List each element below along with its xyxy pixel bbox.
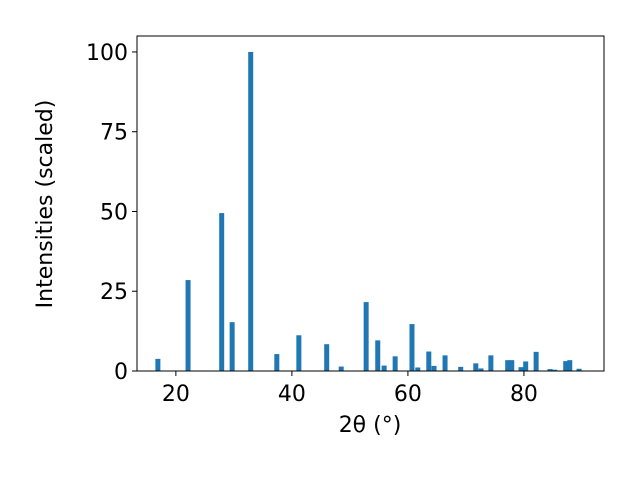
x-tick-label: 40 [278, 382, 306, 407]
bar [505, 360, 511, 371]
bar [523, 361, 529, 371]
bar [363, 302, 369, 371]
bar [547, 369, 553, 371]
y-tick-label: 0 [114, 360, 128, 385]
bar [324, 344, 330, 371]
bar [415, 367, 421, 371]
y-tick-label: 25 [100, 280, 128, 305]
bar [563, 361, 569, 371]
bar [409, 324, 415, 371]
bar [431, 365, 437, 371]
bar [338, 366, 344, 371]
y-axis-label: Intensities (scaled) [33, 100, 58, 309]
bar [478, 368, 484, 371]
x-tick-label: 80 [510, 382, 538, 407]
bar [155, 358, 161, 371]
bar [533, 351, 539, 371]
bar [552, 369, 558, 371]
x-tick-label: 20 [162, 382, 190, 407]
y-tick-label: 50 [100, 200, 128, 225]
bar [248, 51, 254, 371]
bar [509, 360, 515, 371]
bar [219, 213, 225, 371]
bar [375, 340, 381, 371]
bar [488, 355, 494, 371]
x-axis-label: 2θ (°) [339, 413, 402, 438]
y-tick-label: 100 [86, 41, 128, 66]
bar [185, 280, 191, 371]
bar [296, 335, 302, 371]
bar [426, 351, 432, 371]
bar [518, 367, 524, 371]
plot-frame [136, 35, 605, 372]
bar [392, 356, 398, 371]
bar [229, 322, 235, 371]
bar [458, 366, 464, 371]
y-tick-label: 75 [100, 121, 128, 146]
bar [473, 363, 479, 371]
bar [442, 355, 448, 371]
x-tick-label: 60 [394, 382, 422, 407]
bar [576, 368, 582, 371]
bar [274, 354, 280, 371]
bar [567, 360, 573, 371]
bar [381, 365, 387, 371]
